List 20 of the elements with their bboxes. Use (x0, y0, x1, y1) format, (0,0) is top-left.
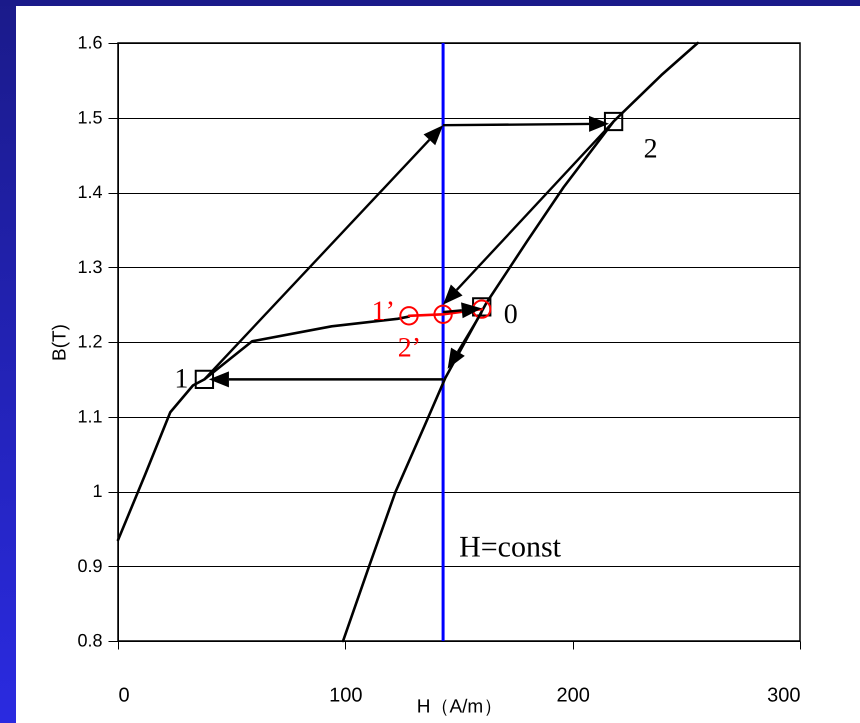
x-tick-label: 100 (329, 684, 363, 706)
annotation: 1’ (372, 296, 395, 327)
y-tick-label: 1.5 (77, 107, 102, 128)
y-axis-title: B(T) (49, 324, 70, 361)
x-tick-label: 0 (118, 684, 130, 706)
y-tick-label: 0.9 (77, 556, 102, 576)
annotation: 0 (504, 298, 518, 330)
annotation: 1 (174, 363, 188, 394)
y-tick-label: 1.1 (77, 406, 102, 426)
x-tick-label: 300 (767, 684, 800, 706)
y-tick-label: 1 (92, 481, 102, 501)
annotation: 2 (644, 133, 658, 164)
x-tick-label: 200 (556, 684, 590, 706)
y-tick-label: 1.4 (77, 182, 102, 202)
y-tick-label: 1.2 (77, 332, 102, 352)
y-tick-label: 1.3 (77, 256, 102, 277)
y-tick-label: 1.6 (77, 32, 102, 52)
ref-line-label: H=const (459, 530, 562, 564)
x-axis-title: H（A/m） (416, 696, 502, 718)
y-tick-label: 0.8 (77, 630, 102, 650)
